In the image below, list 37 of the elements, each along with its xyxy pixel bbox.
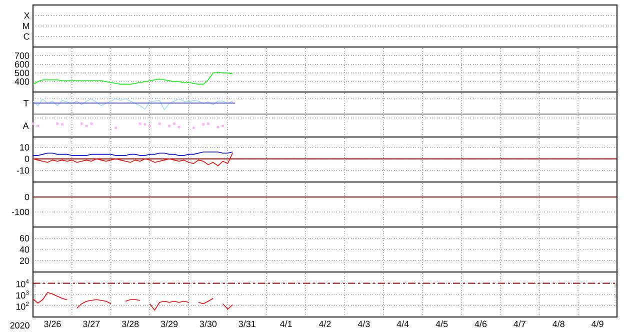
text: X	[24, 12, 30, 19]
x-tick-label: 4/7	[514, 320, 526, 328]
y-tick-label: -10	[16, 167, 30, 174]
y-tick-label: 10$^{3}$	[16, 290, 29, 299]
y-tick-label: 60	[20, 235, 30, 242]
x-tick-label: 4/9	[592, 320, 604, 328]
x-tick-label: 4/1	[280, 320, 292, 328]
x-tick-label: 4/4	[396, 320, 409, 328]
y-tick-label: 700	[14, 52, 30, 59]
x-tick-label: 3/30	[200, 320, 217, 328]
x-tick-label: 4/8	[552, 320, 564, 328]
y-tick-label: 10$^{2}$	[16, 302, 29, 310]
x-tick-label: 4/6	[474, 320, 487, 328]
x-tick-label: 4/3	[358, 320, 370, 328]
y-tick-label: 0	[24, 156, 30, 162]
y-tick-label: 500	[14, 70, 30, 76]
text: A	[22, 122, 29, 129]
x-tick-label: 3/26	[44, 320, 61, 328]
x-axis-title: 2020	[10, 322, 30, 329]
text: T	[24, 100, 29, 106]
text: C	[24, 33, 30, 40]
y-tick-label: 20	[20, 258, 30, 264]
x-tick-label: 4/5	[436, 320, 448, 328]
y-tick-label: 40	[20, 246, 30, 253]
y-tick-label: 400	[14, 78, 30, 85]
y-tick-label: 600	[14, 61, 30, 68]
y-tick-label: -100	[12, 208, 30, 216]
x-tick-label: 4/2	[318, 320, 331, 328]
x-tick-label: 3/27	[83, 320, 100, 328]
x-tick-label: 3/31	[238, 320, 256, 328]
x-tick-label: 3/29	[160, 320, 178, 328]
y-tick-label: 10$^{4}$	[16, 279, 29, 288]
y-tick-label: 10	[20, 144, 30, 151]
line-series	[33, 152, 233, 166]
text: M	[23, 22, 30, 30]
y-tick-label: 0	[24, 194, 30, 200]
x-tick-label: 3/28	[122, 320, 139, 328]
